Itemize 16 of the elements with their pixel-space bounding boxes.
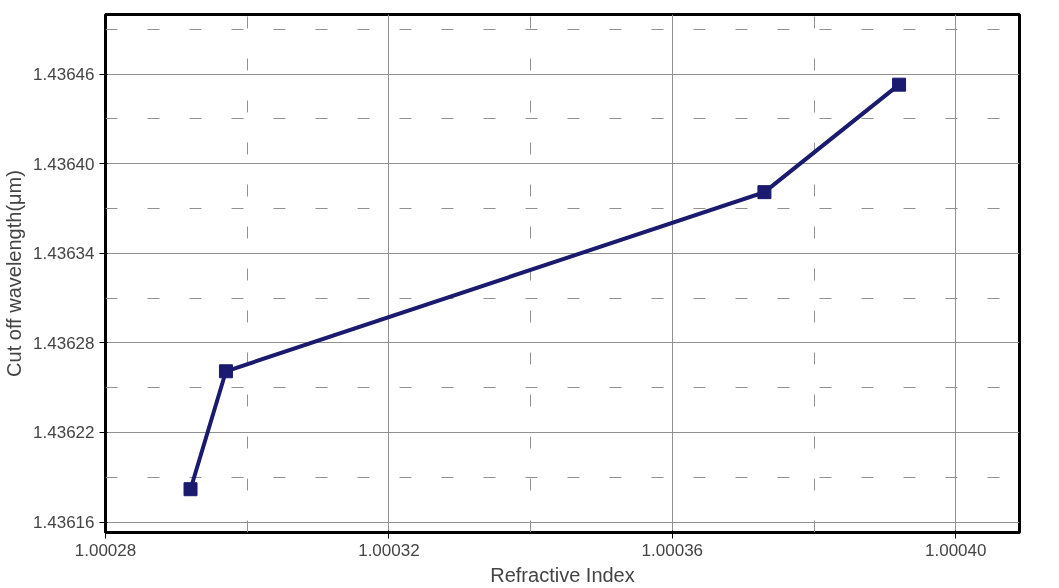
- y-tick-label: 1.43640: [33, 154, 95, 174]
- y-axis-title: Cut off wavelength(μm): [3, 170, 26, 377]
- x-tick-label: 1.00040: [925, 540, 987, 560]
- point: [892, 77, 907, 92]
- y-tick-label: 1.43634: [33, 244, 95, 264]
- x-tick-label: 1.00036: [641, 540, 704, 560]
- point: [757, 185, 772, 200]
- y-tick-label: 1.43622: [33, 423, 95, 443]
- x-tick-label: 1.00028: [74, 540, 137, 560]
- point: [183, 482, 198, 497]
- point: [218, 364, 233, 379]
- x-tick-label: 1.00032: [358, 540, 420, 560]
- y-tick-label: 1.43646: [33, 65, 95, 85]
- y-tick-label: 1.43616: [33, 513, 95, 533]
- y-tick-label: 1.43628: [33, 333, 95, 353]
- x-axis-title: Refractive Index: [490, 563, 635, 586]
